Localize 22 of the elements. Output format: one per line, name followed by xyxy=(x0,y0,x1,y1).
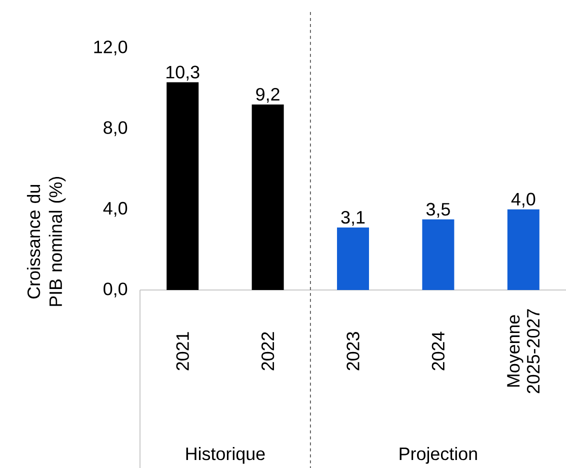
data-label: 9,2 xyxy=(256,88,280,103)
bar xyxy=(252,104,284,290)
y-tick-label: 0,0 xyxy=(104,282,128,298)
bar xyxy=(422,219,454,290)
x-tick-label: 2022 xyxy=(261,332,274,370)
x-tick-label: 2024 xyxy=(432,332,445,370)
text: Historique xyxy=(186,447,265,464)
y-axis-title: Croissance du PIB nominal (%) xyxy=(26,176,66,306)
data-label: 4,0 xyxy=(511,192,536,208)
bar xyxy=(337,227,370,290)
data-label: 3,5 xyxy=(426,202,450,218)
x-tick-label: Moyenne 2025-2027 xyxy=(507,309,540,394)
data-label: 3,1 xyxy=(341,210,365,226)
bar xyxy=(507,209,540,290)
bar xyxy=(166,82,199,290)
y-tick-label: 12,0 xyxy=(94,40,128,56)
data-label: 10,3 xyxy=(166,66,200,81)
text: Projection xyxy=(400,447,477,464)
x-tick-label: 2023 xyxy=(346,332,360,370)
x-tick-label: 2021 xyxy=(176,332,189,370)
y-tick-label: 4,0 xyxy=(103,202,128,217)
y-tick-label: 8,0 xyxy=(104,121,128,136)
